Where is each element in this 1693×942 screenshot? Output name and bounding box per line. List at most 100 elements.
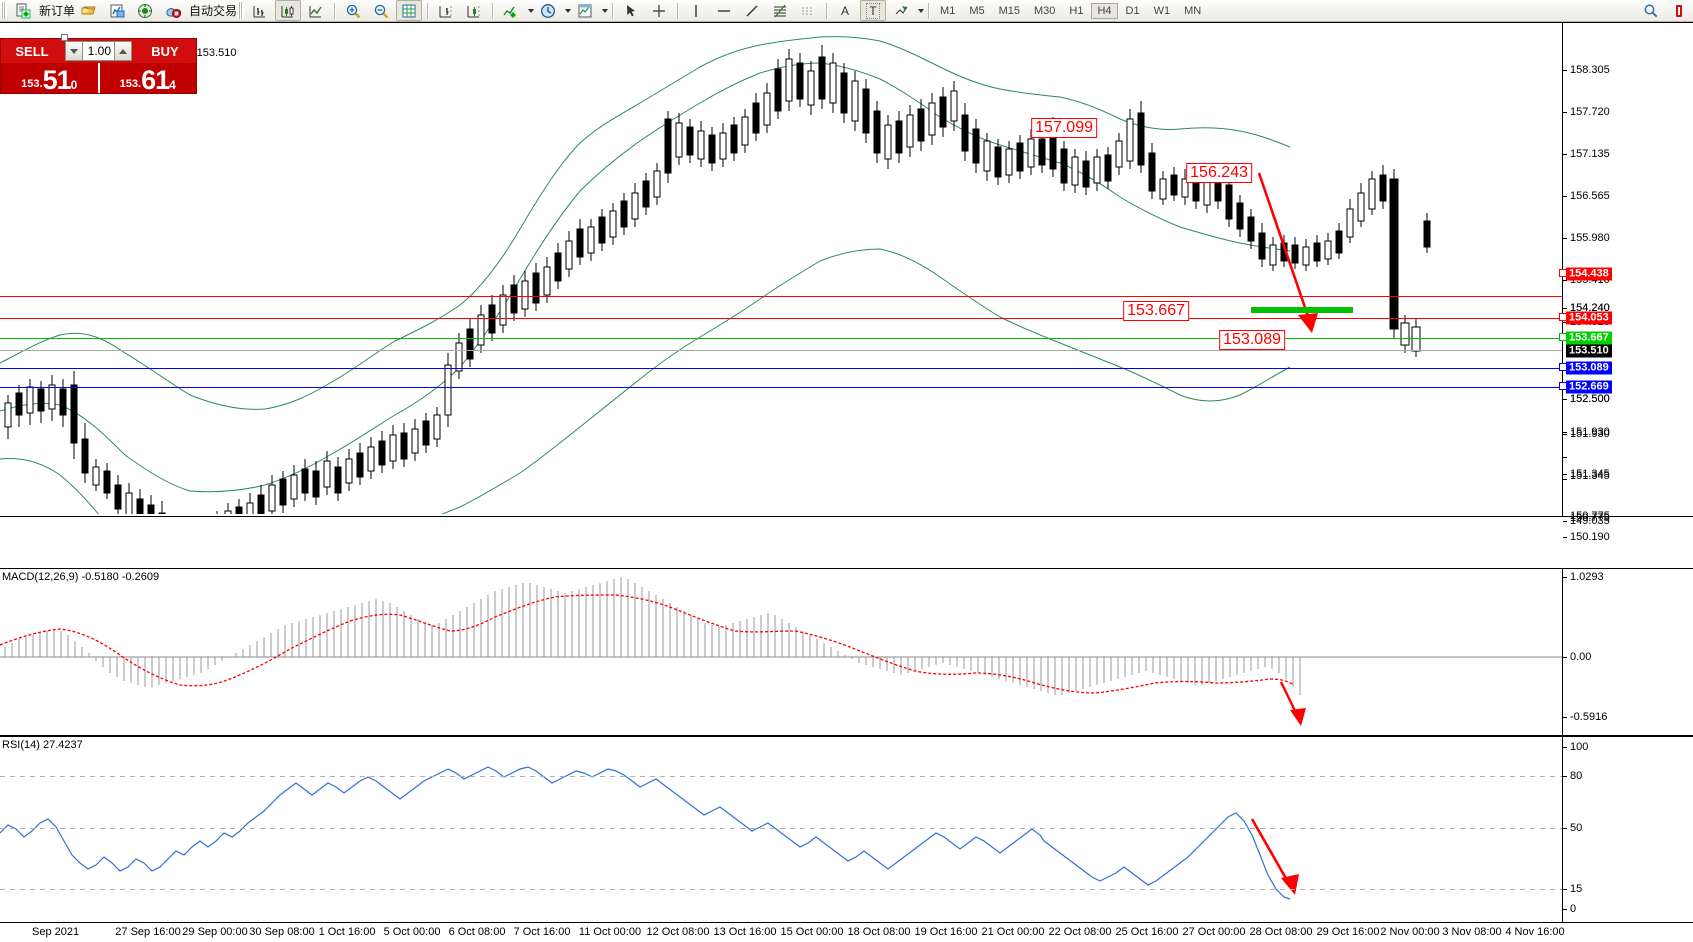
volume-decrease-button[interactable]	[65, 41, 83, 61]
arrows-icon[interactable]	[888, 0, 914, 21]
candlestick-chart-icon[interactable]	[275, 0, 302, 21]
rsi-tick-80: 80	[1570, 770, 1583, 782]
grid-icon[interactable]	[396, 0, 423, 21]
buy-price-display[interactable]: 153. 61 4	[97, 63, 197, 94]
timeframe-m30[interactable]: M30	[1034, 4, 1056, 17]
main-chart-pane[interactable]: GBPJPY-,H4 153.518 153.609 153.454 153.5…	[0, 22, 1693, 524]
annot-157099[interactable]: 157.099	[1031, 118, 1097, 138]
price-tick-152500: 152.500	[1570, 393, 1610, 405]
indicators-icon[interactable]	[498, 0, 524, 21]
handle-154053[interactable]	[1559, 313, 1567, 321]
label-icon[interactable]: T	[860, 0, 887, 21]
timeframe-mn[interactable]: MN	[1184, 4, 1202, 17]
auto-trading-label[interactable]: 自动交易	[189, 4, 238, 18]
handle-153667[interactable]	[1559, 333, 1567, 341]
volume-increase-button[interactable]	[114, 41, 132, 61]
macd-pane[interactable]: MACD(12,26,9) -0.5180 -0.2609 1.0293 0.0…	[0, 568, 1693, 736]
pricetag-153667[interactable]: 153.667	[1566, 331, 1612, 345]
bollinger-upper	[0, 36, 1291, 410]
open-chart-icon[interactable]	[104, 0, 130, 21]
toolbar-grip[interactable]	[1, 2, 7, 19]
crosshair-icon[interactable]	[646, 0, 672, 21]
text-icon[interactable]: A	[841, 3, 850, 18]
folder-icon[interactable]	[76, 0, 102, 21]
shift-icon[interactable]	[433, 0, 459, 21]
hline-153667[interactable]	[0, 338, 1562, 339]
macd-axis[interactable]: 1.0293 0.00 -0.5916	[1563, 569, 1693, 735]
pricetag-154053[interactable]: 154.053	[1566, 311, 1612, 325]
time-label-12: 18 Oct 08:00	[847, 926, 911, 938]
new-order-icon[interactable]	[10, 0, 36, 21]
annot-153089[interactable]: 153.089	[1219, 330, 1285, 350]
rsi-red-arrow-annotation[interactable]	[1250, 818, 1299, 895]
time-axis[interactable]: Sep 2021 27 Sep 16:00 29 Sep 00:00 30 Se…	[0, 922, 1693, 942]
panel-pin-handle[interactable]	[61, 34, 68, 41]
line-chart-icon[interactable]	[303, 0, 329, 21]
pricetag-152669[interactable]: 152.669	[1566, 380, 1612, 394]
rsi-axis[interactable]: 100 80 50 15 0	[1563, 737, 1693, 923]
new-order-label[interactable]: 新订单	[39, 4, 76, 18]
time-label-7: 7 Oct 16:00	[513, 926, 571, 938]
indicators-dropdown-caret[interactable]	[528, 8, 535, 13]
period-dropdown-caret[interactable]	[565, 8, 572, 13]
trendline-icon[interactable]	[739, 0, 765, 21]
cursor-icon[interactable]	[618, 0, 644, 21]
equidistant-icon[interactable]	[795, 0, 821, 21]
macd-plot-area[interactable]	[0, 569, 1562, 735]
timeframe-m15[interactable]: M15	[998, 4, 1020, 17]
handle-153089[interactable]	[1559, 363, 1567, 371]
close-icon[interactable]	[1666, 0, 1692, 21]
hline-icon[interactable]	[711, 0, 737, 21]
autoscroll-icon[interactable]	[461, 0, 487, 21]
templates-dropdown-caret[interactable]	[602, 8, 609, 13]
time-label-10: 13 Oct 16:00	[713, 926, 777, 938]
annot-153667[interactable]: 153.667	[1123, 301, 1189, 321]
templates-icon[interactable]	[572, 0, 598, 21]
timeframe-h4[interactable]: H4	[1091, 2, 1118, 19]
price-axis[interactable]: 158.305 157.720 157.135 156.565 155.980 …	[1563, 23, 1693, 522]
rsi-plot-area[interactable]	[0, 737, 1562, 923]
toolbar-separator-6	[826, 2, 828, 19]
auto-trading-icon[interactable]	[160, 0, 186, 21]
one-click-trading-panel[interactable]: SELL 1.00 BUY 153. 51 0 153. 61 4	[0, 34, 197, 94]
period-icon[interactable]	[535, 0, 561, 21]
handle-152669[interactable]	[1559, 382, 1567, 390]
vline-icon[interactable]	[683, 0, 709, 21]
hline-153089[interactable]	[0, 368, 1562, 369]
toolbar-grip-2[interactable]	[238, 2, 245, 19]
data-window-icon[interactable]	[132, 0, 158, 21]
handle-154438[interactable]	[1559, 269, 1567, 277]
pricetag-154438[interactable]: 154.438	[1566, 267, 1612, 281]
fibo-icon[interactable]	[767, 0, 793, 21]
time-label-20: 2 Nov 00:00	[1380, 926, 1440, 938]
toolbar-separator-7	[928, 2, 930, 19]
zoom-in-icon[interactable]	[340, 0, 366, 21]
volume-stepper[interactable]: 1.00	[63, 39, 134, 63]
timeframe-m5[interactable]: M5	[969, 4, 985, 17]
timeframe-w1[interactable]: W1	[1153, 4, 1171, 17]
pricetag-153089[interactable]: 153.089	[1566, 361, 1612, 375]
hline-152669[interactable]	[0, 387, 1562, 388]
buy-button[interactable]: BUY	[134, 39, 196, 63]
rsi-pane[interactable]: RSI(14) 27.4237 100 80 50 15 0	[0, 736, 1693, 924]
bar-chart-icon[interactable]	[247, 0, 273, 21]
search-icon[interactable]	[1638, 0, 1664, 21]
volume-input[interactable]: 1.00	[83, 41, 114, 61]
sell-button[interactable]: SELL	[1, 39, 63, 63]
chevron-up-icon	[119, 48, 127, 54]
time-label-6: 6 Oct 08:00	[448, 926, 506, 938]
zoom-out-icon[interactable]	[368, 0, 394, 21]
timeframe-h1[interactable]: H1	[1069, 4, 1084, 17]
sell-price-display[interactable]: 153. 51 0	[1, 63, 98, 94]
buy-price-fraction: 4	[169, 78, 176, 92]
annot-156243[interactable]: 156.243	[1186, 163, 1252, 183]
main-plot-area[interactable]: 157.099 156.243 153.667 153.089 149.212	[0, 23, 1562, 516]
hline-154438[interactable]	[0, 296, 1562, 297]
timeframe-m1[interactable]: M1	[940, 4, 956, 17]
hline-154053[interactable]	[0, 318, 1562, 319]
arrows-dropdown-caret[interactable]	[918, 8, 925, 13]
timeframe-d1[interactable]: D1	[1125, 4, 1140, 17]
rsi-svg	[0, 766, 1299, 900]
green-support-marker[interactable]	[1251, 307, 1353, 313]
macd-red-arrow-annotation[interactable]	[1279, 681, 1306, 726]
